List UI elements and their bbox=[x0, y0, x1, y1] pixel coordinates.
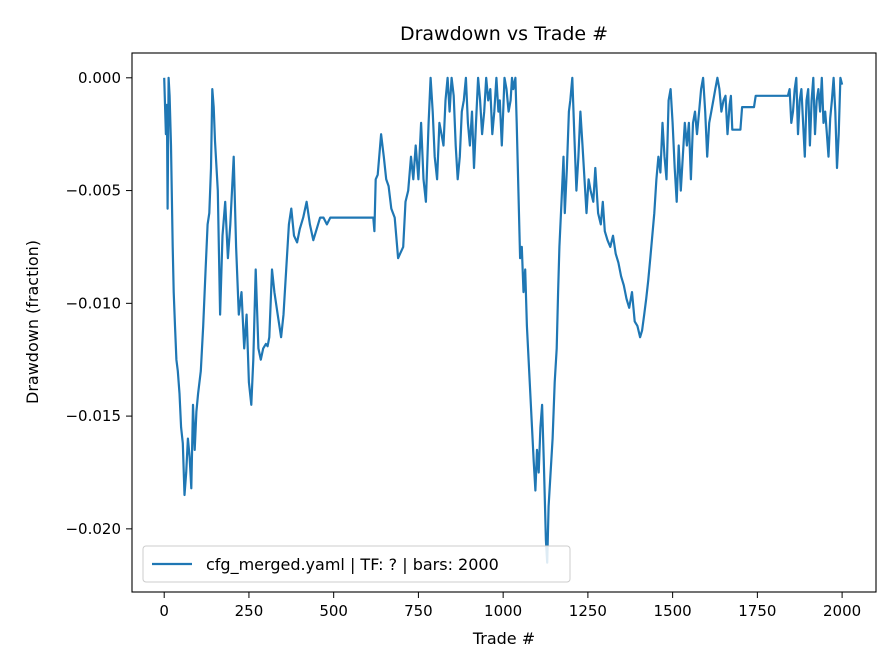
y-axis-label: Drawdown (fraction) bbox=[23, 240, 42, 404]
legend: cfg_merged.yaml | TF: ? | bars: 2000 bbox=[142, 545, 571, 583]
y-axis-ticks: 0.000 −0.005 −0.010 −0.015 −0.020 bbox=[65, 69, 132, 538]
x-axis-label: Trade # bbox=[472, 629, 535, 648]
plot-frame bbox=[131, 52, 877, 593]
x-tick-label: 1000 bbox=[484, 602, 522, 620]
legend-box bbox=[142, 545, 571, 583]
x-tick-label: 0 bbox=[159, 602, 169, 620]
x-tick-label: 750 bbox=[404, 602, 433, 620]
y-tick-label: −0.020 bbox=[65, 520, 121, 538]
drawdown-series-line bbox=[163, 76, 844, 564]
x-tick-label: 250 bbox=[235, 602, 264, 620]
x-tick-label: 2000 bbox=[823, 602, 861, 620]
x-tick-label: 1500 bbox=[654, 602, 692, 620]
y-tick-label: 0.000 bbox=[78, 69, 121, 87]
x-tick-label: 1750 bbox=[738, 602, 776, 620]
chart-title: Drawdown vs Trade # bbox=[400, 23, 608, 45]
y-tick-label: −0.015 bbox=[65, 407, 121, 425]
plot-area bbox=[132, 53, 876, 592]
x-axis-ticks: 0 250 500 750 1000 1250 1500 1750 2000 bbox=[159, 592, 861, 620]
legend-label: cfg_merged.yaml | TF: ? | bars: 2000 bbox=[206, 555, 499, 575]
y-tick-label: −0.010 bbox=[65, 294, 121, 312]
x-tick-label: 500 bbox=[319, 602, 348, 620]
x-tick-label: 1250 bbox=[569, 602, 607, 620]
y-tick-label: −0.005 bbox=[65, 182, 121, 200]
